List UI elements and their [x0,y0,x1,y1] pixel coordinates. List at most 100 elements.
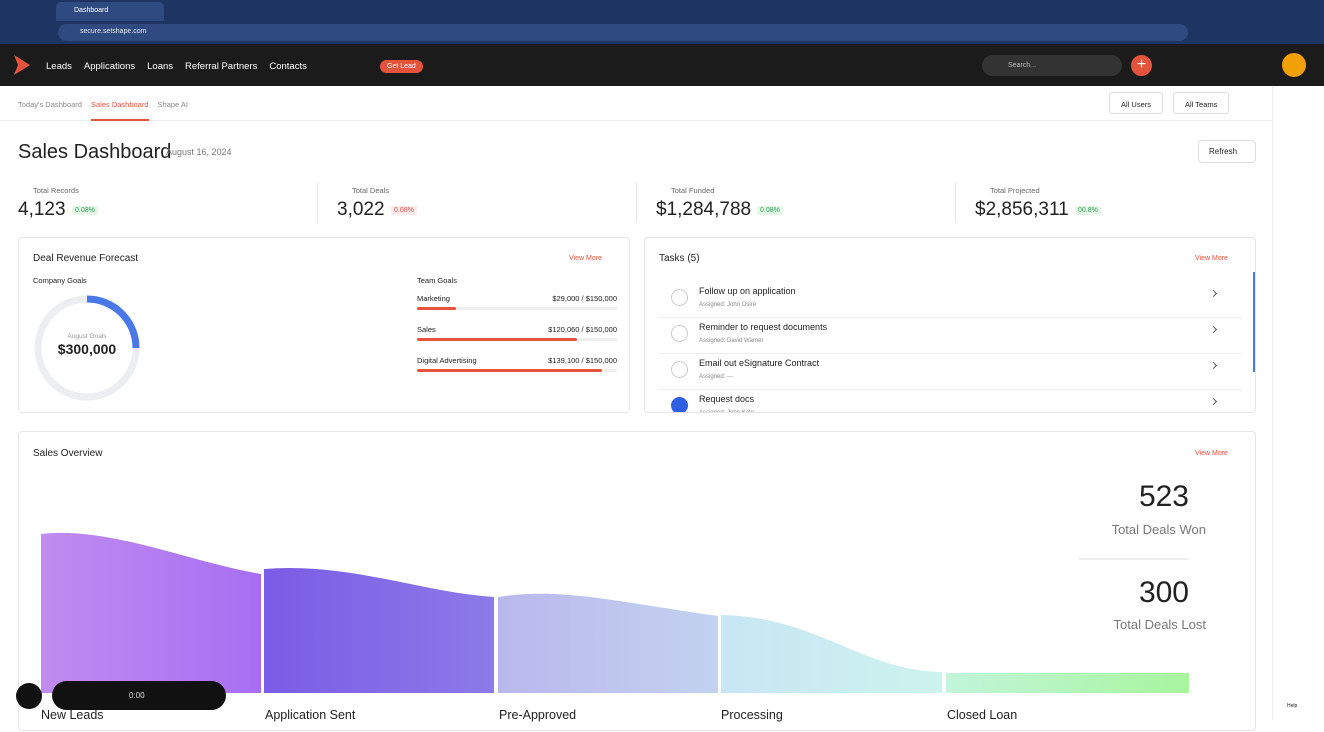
subnav-tab[interactable]: Today's Dashboard [18,100,82,109]
avatar[interactable] [1282,53,1306,77]
lost-value: 300 [1138,576,1189,609]
view-more[interactable]: View More [569,255,602,262]
goal-bar [417,307,456,310]
card-title: Deal Revenue Forecast [33,253,139,264]
scrollbar[interactable] [1253,272,1255,372]
task-title: Request docs [699,394,755,404]
stat-label: Total Records [33,186,79,195]
nav-item[interactable]: Contacts [269,61,307,72]
task-row[interactable]: Reminder to request documents Assigned: D… [659,318,1241,354]
won-label: Total Deals Won [1111,522,1206,537]
card-title: Tasks (5) [659,253,700,264]
company-goals: Company Goals [33,276,87,285]
browser-tab[interactable]: Dashboard [56,2,164,21]
task-assigned: Assigned: John Kate [699,410,755,413]
address-bar[interactable]: secure.setshape.com [58,24,1188,41]
tabs: Today's Dashboard Sales Dashboard Shape AI [18,86,188,121]
subnav: Today's Dashboard Sales Dashboard Shape AI… [0,86,1272,121]
donut-label: August Goals [67,333,107,340]
task-title: Follow up on application [699,286,796,296]
won-value: 523 [1138,480,1189,513]
filter-dropdown[interactable]: All Teams [1173,92,1230,114]
task-check[interactable] [671,325,688,342]
task-row[interactable]: Email out eSignature Contract Assigned: -… [659,354,1241,390]
nav-item[interactable]: Leads [46,61,72,72]
task-assigned: Assigned: --- [699,374,734,380]
stat-label: Total Deals [352,186,390,195]
goal-donut [34,295,140,401]
search-placeholder: Search... [1008,62,1037,69]
task-assigned: Assigned: John Osire [699,302,757,308]
stat: Total Deals 3,022 0.08% [337,183,637,223]
subnav-tab[interactable]: Sales Dashboard [90,86,149,121]
camera-button[interactable] [16,683,42,709]
filter-dropdown[interactable]: All Users [1109,92,1164,114]
stat-change: 0.08% [391,206,417,215]
refresh-button[interactable]: Refresh [1198,140,1256,163]
stat: Total Funded $1,284,788 0.08% [656,183,956,223]
stat-value: 4,123 [18,199,66,220]
task-chevron [1209,325,1218,334]
tab-title: Dashboard [74,7,109,14]
nav-item[interactable]: Referral Partners [185,61,258,72]
stage-label: Pre-Approved [499,708,577,722]
tasks-card: Tasks (5) View More Follow up on applica… [644,237,1256,413]
stat-change: 00.8% [1075,206,1101,215]
forecast-card: Deal Revenue Forecast View More Company … [18,237,630,413]
task-row[interactable]: Request docs Assigned: John Kate [659,390,1241,413]
subnav-tab[interactable]: Shape AI [157,100,188,109]
goal-value: $120,060 / $150,000 [548,325,617,334]
task-title: Reminder to request documents [699,322,828,332]
goal-bar [417,369,603,372]
goal-track [417,369,617,372]
nav-item[interactable]: Applications [83,61,136,72]
right-sidebar: Help [1272,86,1324,720]
nav-item[interactable]: Loans [147,61,174,72]
task-row[interactable]: Follow up on application Assigned: John O… [659,282,1241,318]
stat-value: 3,022 [337,199,385,220]
overview-card: Sales Overview View More 523 Total Deals… [18,431,1256,731]
task-check[interactable] [671,289,688,306]
stat: Total Projected $2,856,311 00.8% [975,183,1275,223]
task-chevron [1209,289,1218,298]
card-title: Sales Overview [33,448,103,459]
nav-items: Leads Applications Loans Referral Partners C… [46,61,307,72]
get-lead-button[interactable]: Get Lead [380,60,423,73]
task-check[interactable] [671,397,688,412]
lost-label: Total Deals Lost [1113,617,1207,632]
search-box[interactable]: Search... [982,55,1122,76]
view-more[interactable]: View More [1195,255,1228,262]
stat-value: $2,856,311 [975,199,1069,220]
view-more[interactable]: View More [1195,450,1228,457]
recorder-bar: 0:00 [52,681,226,710]
goal-value: $29,000 / $150,000 [552,294,617,303]
stat-value: $1,284,788 [656,199,752,220]
stage-label: Application Sent [265,708,356,722]
task-chevron [1209,397,1218,406]
stat-change: 0.08% [757,206,783,215]
goal-track [417,338,617,341]
goal-bar [417,338,578,341]
stat-label: Total Funded [671,186,715,195]
donut-value: $300,000 [57,341,117,357]
stat-change: 0.08% [72,206,98,215]
app-nav: Leads Applications Loans Referral Partners C… [0,44,1324,86]
help-label[interactable]: Help [1287,703,1298,709]
recorder-time: 0:00 [129,691,145,700]
funnel [41,532,1189,693]
stage-label: Processing [721,708,783,722]
goal-name: Digital Advertising [417,356,477,365]
goal-value: $139,100 / $150,000 [548,356,617,365]
filters: All Users All Teams [1109,92,1230,114]
page-date: August 16, 2024 [166,147,232,157]
url: secure.setshape.com [80,28,147,35]
logo[interactable] [12,55,30,75]
task-check[interactable] [671,361,688,378]
stage-label: New Leads [41,708,104,722]
stage-label: Closed Loan [947,708,1018,722]
add-button[interactable]: + [1131,55,1152,76]
team-goals: Team Goals [417,276,458,285]
stat-label: Total Projected [990,186,1040,195]
page-title: Sales Dashboard [18,141,172,163]
